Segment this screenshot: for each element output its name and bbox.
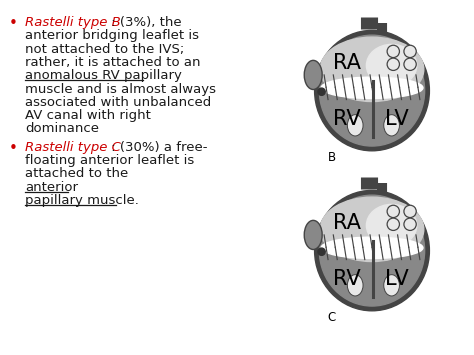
Ellipse shape [320,197,424,262]
Circle shape [318,248,325,255]
Text: Rastelli type C: Rastelli type C [25,141,121,154]
Ellipse shape [320,37,424,102]
Ellipse shape [347,115,363,136]
Text: B: B [328,151,336,164]
Text: floating anterior leaflet is: floating anterior leaflet is [25,154,194,167]
Ellipse shape [366,44,417,86]
Ellipse shape [319,35,425,146]
Ellipse shape [347,275,363,296]
Ellipse shape [315,31,429,151]
Text: associated with unbalanced: associated with unbalanced [25,96,211,109]
Text: RV: RV [334,269,361,289]
Ellipse shape [304,220,322,250]
Ellipse shape [384,115,400,136]
Text: papillary muscle.: papillary muscle. [25,194,139,207]
Text: Rastelli type B: Rastelli type B [25,16,121,29]
Text: : (3%), the: : (3%), the [107,16,182,29]
Text: : (30%) a free-: : (30%) a free- [107,141,208,154]
Text: anomalous RV papillary: anomalous RV papillary [25,69,182,82]
Text: muscle and is almost always: muscle and is almost always [25,82,216,95]
Text: C: C [328,311,336,324]
Text: anterior: anterior [25,181,78,193]
Ellipse shape [384,275,400,296]
Text: •: • [9,141,18,156]
Text: anterior bridging leaflet is: anterior bridging leaflet is [25,29,199,42]
Text: RA: RA [333,213,361,233]
Text: AV canal with right: AV canal with right [25,109,151,122]
Text: RV: RV [334,109,361,129]
Ellipse shape [304,60,322,89]
Text: •: • [9,16,18,31]
Text: RA: RA [333,53,361,73]
Circle shape [318,88,325,95]
Text: LV: LV [385,269,409,289]
Circle shape [404,45,416,58]
Text: not attached to the IVS;: not attached to the IVS; [25,43,184,56]
Circle shape [404,218,416,230]
Ellipse shape [319,195,425,306]
Ellipse shape [366,204,417,246]
Circle shape [387,58,400,70]
Circle shape [387,218,400,230]
Ellipse shape [321,77,423,98]
Text: LV: LV [385,109,409,129]
Ellipse shape [321,237,423,258]
Text: attached to the: attached to the [25,167,133,180]
Circle shape [387,205,400,218]
Text: rather, it is attached to an: rather, it is attached to an [25,56,201,69]
Circle shape [387,45,400,58]
Text: dominance: dominance [25,122,99,135]
Circle shape [404,205,416,218]
Ellipse shape [315,190,429,311]
Circle shape [404,58,416,70]
